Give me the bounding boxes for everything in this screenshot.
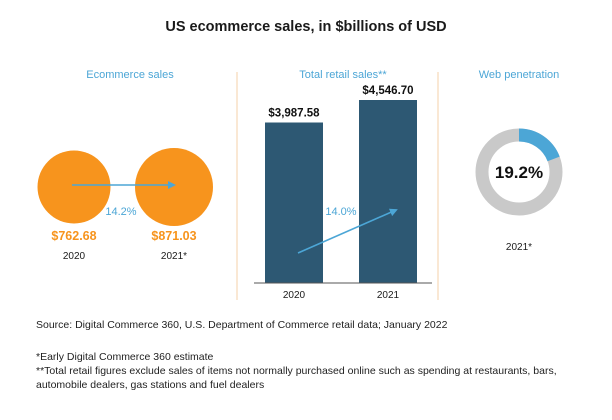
ecommerce-value-label: $871.03 [151,229,196,243]
retail-panel-title: Total retail sales** [299,69,387,81]
retail-bar-2020 [265,122,323,284]
penetration-year-label: 2021* [506,242,532,253]
chart-svg: US ecommerce sales, in $billions of USD … [37,19,563,300]
chart-title: US ecommerce sales, in $billions of USD [165,19,446,35]
footnote-retail: **Total retail figures exclude sales of … [36,365,557,391]
footnote-estimate: *Early Digital Commerce 360 estimate [36,351,214,363]
ecommerce-growth-label: 14.2% [105,206,136,218]
retail-growth-arrow [297,208,398,254]
ecommerce-bubble-2020 [37,150,111,224]
donut-penetration-slice [475,128,563,216]
ecommerce-bubble-2021 [135,148,213,226]
ecommerce-year-label: 2021* [161,251,187,262]
ecommerce-year-label: 2020 [63,251,86,262]
donut-center-label: 19.2% [495,163,543,182]
source-note: Source: Digital Commerce 360, U.S. Depar… [36,319,448,331]
ecommerce-panel-title: Ecommerce sales [86,69,174,81]
retail-value-label: $3,987.58 [268,108,320,120]
retail-year-label: 2020 [283,290,306,300]
ecommerce-value-label: $762.68 [51,229,96,243]
retail-value-label: $4,546.70 [362,85,413,97]
retail-year-label: 2021 [377,290,400,300]
retail-growth-label: 14.0% [325,206,356,218]
penetration-panel-title: Web penetration [479,69,560,81]
retail-bar-2021 [359,100,417,283]
